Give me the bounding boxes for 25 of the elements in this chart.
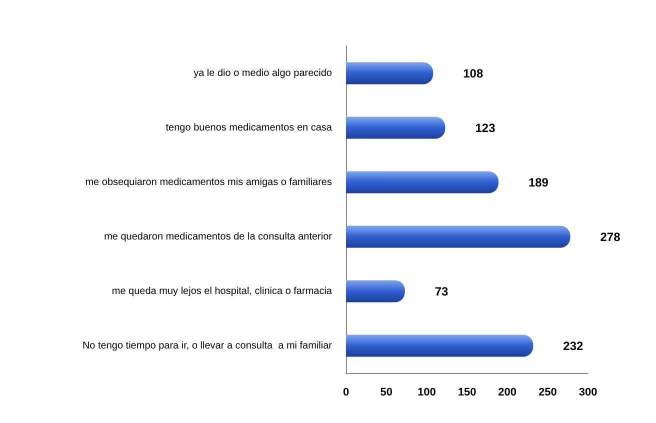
bar (346, 334, 534, 357)
y-tick-label: me obsequiaron medicamentos mis amigas o familiares (85, 176, 332, 188)
data-label: 189 (528, 175, 549, 190)
x-tick-label: 150 (458, 386, 476, 398)
bar (346, 116, 446, 139)
y-tick-label: me quedaron medicamentos de la consulta anterior (104, 231, 333, 242)
x-tick-label: 200 (498, 386, 517, 398)
x-tick-label: 0 (342, 386, 350, 398)
data-label: 232 (563, 338, 584, 353)
y-tick-label: ya le dio o medio algo parecido (194, 68, 332, 79)
y-tick-label: No tengo tiempo para ir, o llevar a consulta a mi familiar (82, 340, 333, 352)
data-label: 108 (463, 66, 484, 80)
data-label: 123 (475, 120, 496, 135)
bar (346, 226, 570, 248)
bar (346, 280, 405, 302)
x-tick-label: 300 (578, 386, 598, 398)
data-label: 278 (600, 230, 621, 244)
bar (346, 62, 434, 84)
y-tick-label: me queda muy lejos el hospital, clinica o farmacia (112, 286, 332, 297)
y-tick-label: tengo buenos medicamentos en casa (166, 122, 332, 134)
bar (346, 171, 498, 194)
x-tick-label: 100 (417, 386, 436, 398)
data-label: 73 (434, 284, 449, 298)
x-tick-label: 250 (538, 386, 557, 398)
x-tick-label: 50 (380, 386, 392, 398)
